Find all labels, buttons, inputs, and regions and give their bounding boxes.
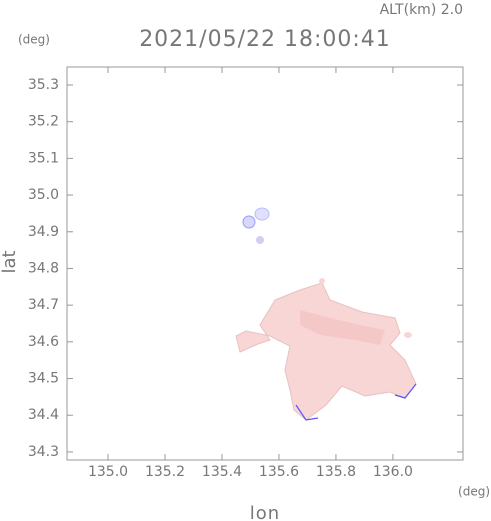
y-tick-label: 34.8 xyxy=(28,260,59,276)
x-tick-label: 136.0 xyxy=(373,464,413,480)
x-tick-label: 135.0 xyxy=(88,464,128,480)
y-tick-label: 35.2 xyxy=(28,114,59,130)
echo-edge xyxy=(295,404,319,421)
y-tick-label: 34.5 xyxy=(28,371,59,387)
x-unit: (deg) xyxy=(458,485,490,499)
echo-region xyxy=(235,282,417,421)
y-tick-label: 34.6 xyxy=(28,334,59,350)
y-tick-label: 35.0 xyxy=(28,187,59,203)
altitude-label: ALT(km) 2.0 xyxy=(380,2,463,18)
x-tick-label: 135.8 xyxy=(316,464,356,480)
echo-cell xyxy=(319,278,325,284)
x-tick-label: 135.4 xyxy=(202,464,242,480)
y-tick-label: 35.3 xyxy=(28,77,59,93)
chart-title: 2021/05/22 18:00:41 xyxy=(139,27,391,52)
echo-cell xyxy=(242,215,256,229)
echo-edge xyxy=(394,383,417,399)
x-axis-label: lon xyxy=(250,503,280,521)
y-tick-label: 34.7 xyxy=(28,297,59,313)
y-axis-label: lat xyxy=(0,250,20,273)
echo-cell xyxy=(256,236,264,244)
y-tick-label: 34.3 xyxy=(28,444,59,460)
y-tick-label: 34.9 xyxy=(28,224,59,240)
x-tick-label: 135.6 xyxy=(259,464,299,480)
echo-cell xyxy=(254,207,270,221)
y-tick-label: 35.1 xyxy=(28,150,59,166)
y-unit: (deg) xyxy=(18,33,50,47)
plot-frame xyxy=(66,66,464,461)
echo-cell xyxy=(404,332,412,338)
x-tick-label: 135.2 xyxy=(145,464,185,480)
echo-core xyxy=(300,310,385,345)
y-tick-label: 34.4 xyxy=(28,407,59,423)
echo-field xyxy=(235,207,417,421)
